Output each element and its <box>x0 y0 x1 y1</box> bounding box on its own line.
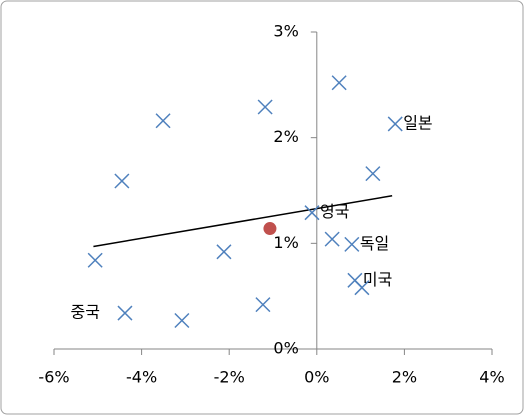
x-tick-label: 4% <box>479 368 504 387</box>
point-label: 영국 <box>320 202 349 221</box>
x-tick-label: -6% <box>38 368 69 387</box>
y-tick-label: 2% <box>273 127 298 146</box>
y-tick-label: 3% <box>273 22 298 41</box>
point <box>344 236 360 252</box>
point-label: 독일 <box>360 234 389 253</box>
point <box>155 113 171 129</box>
point <box>87 252 103 268</box>
point <box>387 116 403 132</box>
point <box>331 75 347 91</box>
x-tick-label: 0% <box>304 368 329 387</box>
point-label: 일본 <box>403 113 432 132</box>
point <box>365 166 381 182</box>
point <box>174 312 190 329</box>
x-tick-label: -4% <box>126 368 157 387</box>
point <box>304 205 320 221</box>
x-tick-label: -2% <box>214 368 245 387</box>
point-label: 중국 <box>71 303 100 322</box>
point <box>263 222 277 236</box>
x-tick-label: 2% <box>392 368 417 387</box>
point <box>114 173 130 189</box>
point <box>324 231 340 247</box>
point <box>117 305 133 321</box>
point <box>257 99 273 115</box>
point <box>255 297 271 313</box>
point-label: 미국 <box>363 270 392 289</box>
point <box>354 280 370 296</box>
y-tick-label: 1% <box>273 233 298 252</box>
point <box>216 244 232 260</box>
y-tick-label: 0% <box>273 339 298 358</box>
trendline <box>93 195 393 248</box>
